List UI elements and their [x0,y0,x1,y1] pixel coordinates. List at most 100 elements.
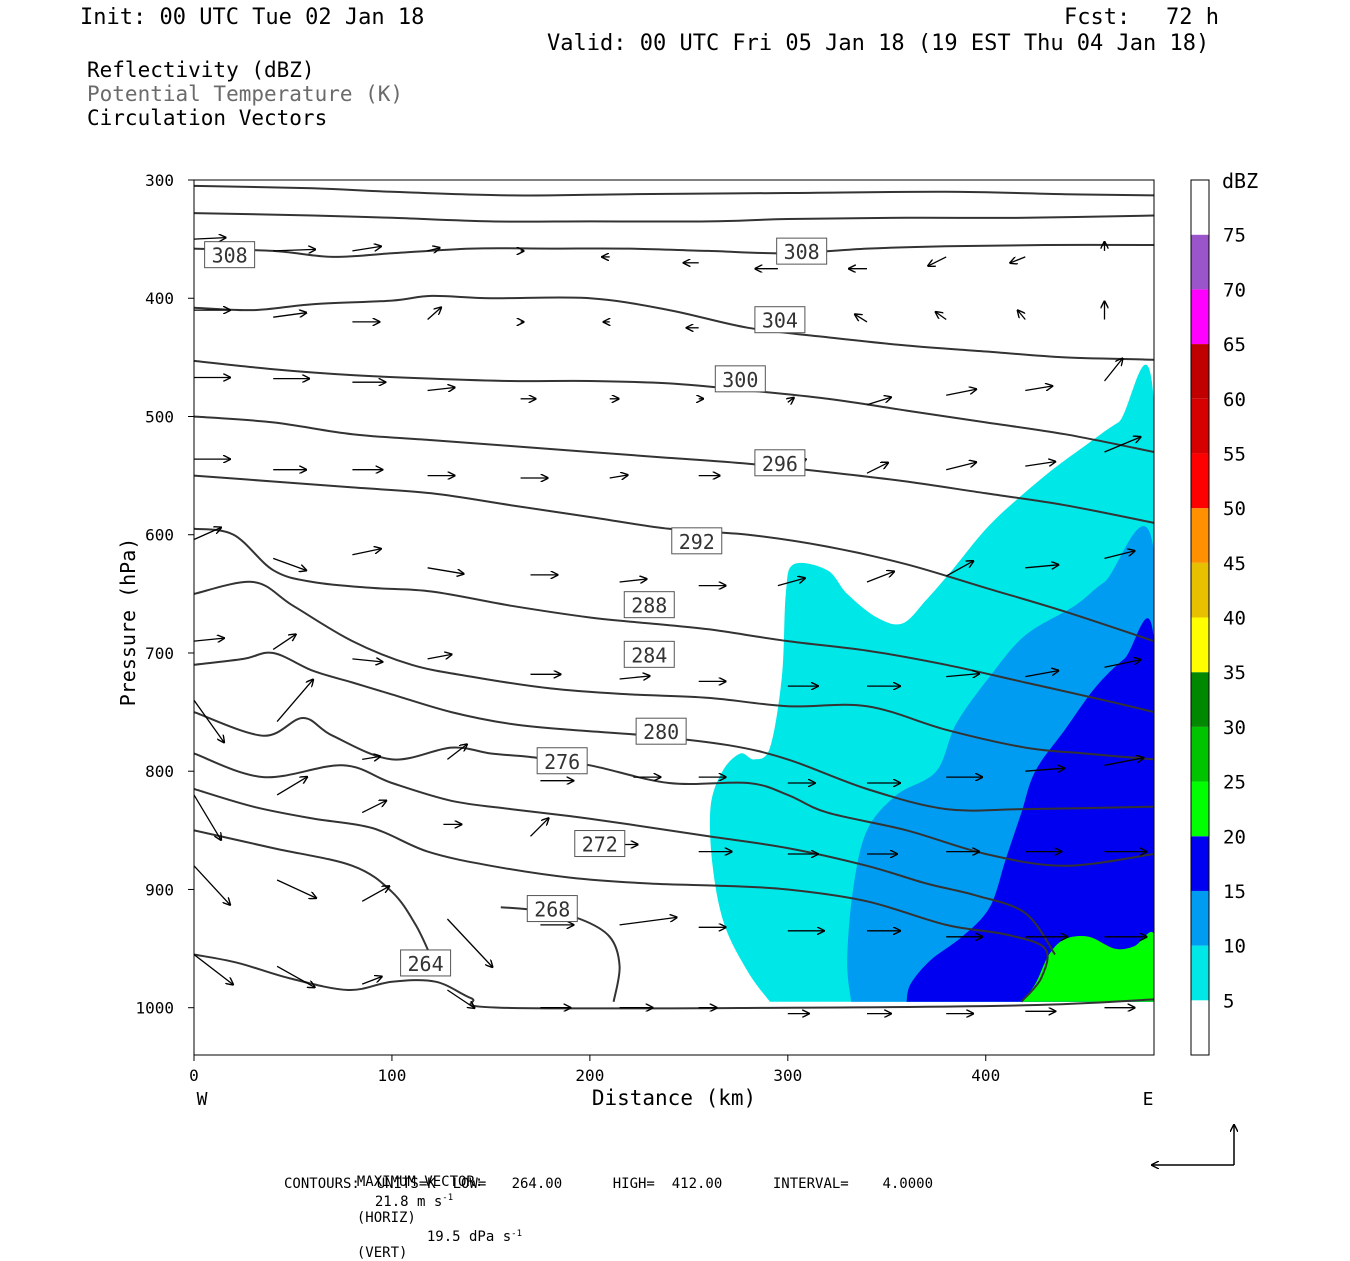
colorbar-tick-label: 45 [1223,553,1246,575]
colorbar-tick-label: 75 [1223,225,1246,247]
x-tick-label: 100 [377,1066,406,1085]
circulation-vector [928,256,947,266]
circulation-vector [1018,311,1026,320]
contour-label-box [671,527,723,555]
colorbar-segment [1191,836,1209,891]
colorbar-tick-label: 60 [1223,389,1246,411]
circulation-vector [194,865,230,905]
circulation-vector [1025,671,1058,678]
forecast-hour-label: Fcst: [1064,5,1131,30]
colorbar-segment [1191,781,1209,837]
contour-label-308: 308 [784,240,820,264]
contour-label-264: 264 [408,952,444,976]
circulation-vector [362,756,380,759]
circulation-vector [866,397,891,406]
theta-contour-288 [194,580,1154,761]
theta-contour-268 [194,829,433,959]
colorbar-segment [1191,398,1209,454]
colorbar: 5 10 15 20 25 30 35 40 45 50 55 60 65 70 75 [1190,179,1246,1056]
contour-label-box [754,449,806,477]
circulation-vector [276,965,315,987]
theta-contour-280 [194,711,1154,867]
circulation-vector [1025,565,1058,568]
max-vector-label: MAXIMUM VECTOR: [356,1174,484,1190]
colorbar-tick-label: 10 [1223,936,1246,958]
colorbar-title: dBZ [1222,169,1258,193]
circulation-vector [946,462,976,471]
contour-label-box [623,640,675,668]
y-tick-label: 800 [145,762,174,781]
circulation-vector [1104,551,1135,560]
contour-label-276: 276 [544,750,580,774]
y-tick-label: 600 [145,526,174,545]
contour-label-box [623,591,675,619]
colorbar-segment [1191,945,1209,1001]
horiz-tag: (HORIZ) [356,1209,416,1226]
contour-label-box [635,717,687,745]
circulation-vector [427,388,455,391]
x-tick-label: 300 [773,1066,802,1085]
circulation-vector [788,398,794,403]
contour-label-292: 292 [679,530,715,554]
y-tick-label: 1000 [135,999,174,1018]
colorbar-tick-label: 55 [1223,443,1246,465]
theta-contour-312 [194,212,1154,223]
contour-label-box [776,237,828,265]
x-end-label-west: W [197,1089,208,1110]
circulation-vector [352,246,381,252]
circulation-vector [1103,359,1123,382]
circulation-vector [194,699,224,742]
colorbar-segment [1191,1000,1209,1055]
x-end-label-east: E [1143,1089,1154,1110]
colorbar-tick-label: 65 [1223,334,1246,356]
circulation-vector [361,801,386,814]
circulation-vector [609,475,628,478]
circulation-vector [1025,768,1064,771]
circulation-vector [1104,660,1141,668]
circulation-vector [273,249,315,251]
colorbar-segment [1191,289,1209,345]
contours-info: CONTOURS: UNITS=K LOW= 264.00 HIGH= 412.… [284,1176,934,1192]
theta-contour-316 [194,184,1154,197]
circulation-vector [352,549,381,556]
contour-label-280: 280 [643,720,679,744]
circulation-vector [619,579,647,582]
colorbar-segment [1191,672,1209,727]
contour-label-300: 300 [722,368,758,392]
theta-contour-264 [194,953,1154,1010]
contour-label-308: 308 [212,244,248,268]
horiz-exponent: -1 [442,1193,454,1203]
y-tick-label: 700 [145,644,174,663]
colorbar-tick-label: 15 [1223,881,1246,903]
colorbar-segment [1191,726,1209,782]
circulation-vector [352,659,382,662]
circulation-vector [273,313,306,318]
x-tick-label: 200 [575,1066,604,1085]
reflectivity-region-15dbz [906,618,1154,1002]
x-tick-label: 400 [971,1066,1000,1085]
valid-time: Valid: 00 UTC Fri 05 Jan 18 (19 EST Thu … [547,31,1210,56]
circulation-vector [272,557,306,570]
circulation-vector [427,248,440,251]
forecast-hour-value: 72 h [1166,5,1219,30]
colorbar-tick-label: 35 [1223,662,1246,684]
circulation-vector [945,561,973,577]
circulation-vector [276,777,307,796]
theta-contour-276 [194,752,1056,956]
horiz-value: 21.8 m s [374,1193,443,1210]
circulation-vector [946,674,979,677]
vert-tag: (VERT) [356,1245,408,1261]
contour-label-box [714,365,766,393]
circulation-vector [1104,758,1144,766]
circulation-vector [855,314,868,323]
colorbar-segment [1191,453,1209,509]
colorbar-tick-label: 25 [1223,772,1246,794]
circulation-vector [447,744,467,760]
circulation-vector [194,794,221,840]
theta-contour-284 [194,651,1154,812]
y-axis-label: Pressure (hPa) [116,538,140,707]
circulation-vector [866,572,894,583]
theta-contour-292 [194,527,1154,714]
colorbar-segment [1191,344,1209,399]
circulation-vector [427,654,452,659]
